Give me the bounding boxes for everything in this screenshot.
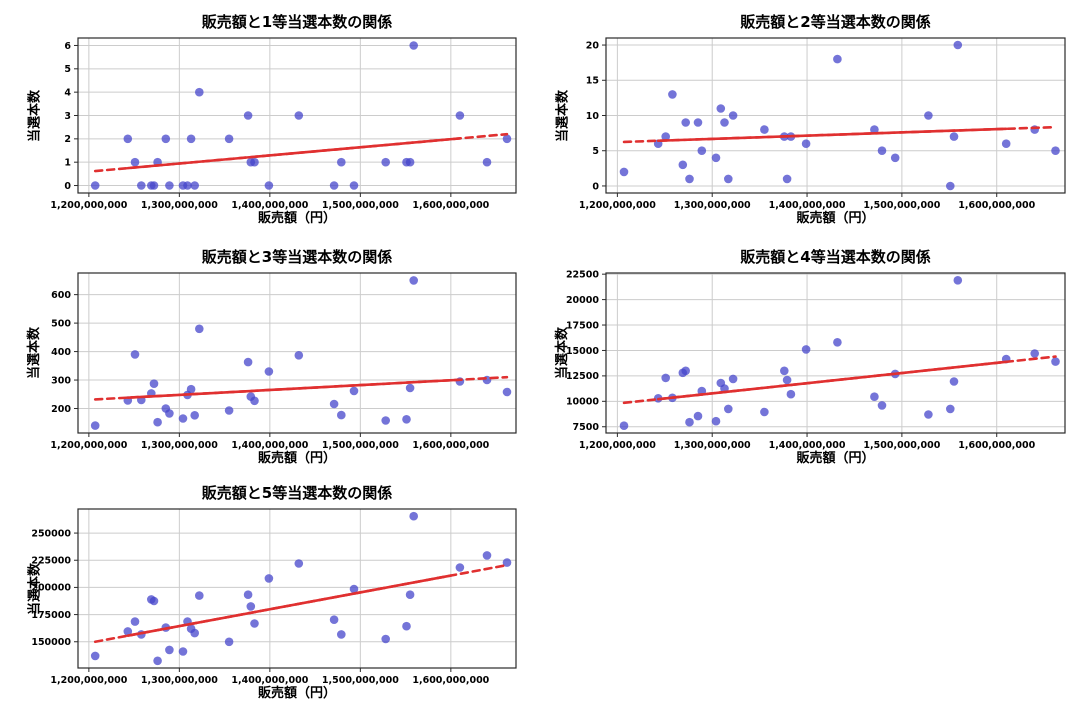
svg-text:1,500,000,000: 1,500,000,000 — [322, 675, 399, 686]
subplot-tier3: 1,200,000,000 1,300,000,000 1,400,000,000 1… — [0, 240, 540, 480]
svg-text:200000: 200000 — [31, 583, 71, 594]
svg-text:600: 600 — [51, 290, 71, 301]
svg-text:1,600,000,000: 1,600,000,000 — [958, 200, 1035, 211]
svg-text:15000: 15000 — [566, 346, 599, 357]
svg-text:1,500,000,000: 1,500,000,000 — [322, 440, 399, 451]
chart-title: 販売額と1等当選本数の関係 — [201, 13, 393, 31]
svg-text:1,200,000,000: 1,200,000,000 — [50, 675, 127, 686]
svg-text:1,400,000,000: 1,400,000,000 — [769, 200, 846, 211]
chart-title: 販売額と3等当選本数の関係 — [201, 248, 393, 266]
svg-text:225000: 225000 — [31, 556, 71, 567]
svg-text:15: 15 — [586, 76, 599, 87]
chart-title: 販売額と2等当選本数の関係 — [740, 13, 931, 31]
svg-text:1,200,000,000: 1,200,000,000 — [50, 200, 127, 211]
svg-text:1,300,000,000: 1,300,000,000 — [674, 200, 751, 211]
svg-text:0: 0 — [592, 181, 599, 192]
svg-text:1,300,000,000: 1,300,000,000 — [141, 675, 218, 686]
svg-text:400: 400 — [51, 347, 71, 358]
svg-text:1,600,000,000: 1,600,000,000 — [412, 200, 489, 211]
svg-text:1,500,000,000: 1,500,000,000 — [322, 200, 399, 211]
subplot-tier2: 1,200,000,000 1,300,000,000 1,400,000,000 1… — [540, 0, 1080, 240]
svg-text:12500: 12500 — [566, 371, 599, 382]
svg-text:1,200,000,000: 1,200,000,000 — [579, 200, 656, 211]
svg-text:1,600,000,000: 1,600,000,000 — [958, 440, 1035, 451]
subplot-tier1: 1,200,000,000 1,300,000,000 1,400,000,000 1… — [0, 0, 540, 240]
svg-text:1,400,000,000: 1,400,000,000 — [231, 200, 308, 211]
svg-text:10000: 10000 — [566, 397, 599, 408]
subplot-tier4: 1,200,000,000 1,300,000,000 1,400,000,000 1… — [540, 240, 1080, 480]
svg-text:500: 500 — [51, 318, 71, 329]
svg-text:1,600,000,000: 1,600,000,000 — [412, 675, 489, 686]
tier4-scatter-canvas: 1,200,000,000 1,300,000,000 1,400,000,000 1… — [566, 269, 1066, 451]
svg-text:1,200,000,000: 1,200,000,000 — [50, 440, 127, 451]
tier5-scatter-canvas: 1,200,000,000 1,300,000,000 1,400,000,000 1… — [31, 508, 517, 686]
svg-text:1,400,000,000: 1,400,000,000 — [769, 440, 846, 451]
svg-text:1,300,000,000: 1,300,000,000 — [141, 440, 218, 451]
x-axis-label: 販売額（円） — [796, 451, 875, 466]
svg-text:5: 5 — [592, 146, 599, 157]
svg-text:1,300,000,000: 1,300,000,000 — [674, 440, 751, 451]
svg-text:7500: 7500 — [573, 422, 600, 433]
svg-text:0: 0 — [64, 181, 71, 192]
svg-text:4: 4 — [64, 87, 71, 98]
x-axis-label: 販売額（円） — [257, 686, 336, 701]
svg-text:3: 3 — [64, 111, 71, 122]
svg-text:1: 1 — [64, 157, 71, 168]
tier2-scatter-canvas: 1,200,000,000 1,300,000,000 1,400,000,000 1… — [579, 37, 1066, 211]
chart-title: 販売額と4等当選本数の関係 — [740, 248, 931, 266]
y-axis-label: 当選本数 — [27, 327, 42, 380]
y-axis-label: 当選本数 — [555, 89, 570, 142]
svg-text:1,600,000,000: 1,600,000,000 — [412, 440, 489, 451]
svg-text:20000: 20000 — [566, 295, 599, 306]
svg-text:1,400,000,000: 1,400,000,000 — [231, 440, 308, 451]
svg-text:1,500,000,000: 1,500,000,000 — [863, 200, 940, 211]
svg-text:175000: 175000 — [31, 610, 71, 621]
svg-text:6: 6 — [64, 41, 71, 52]
y-axis-label: 当選本数 — [27, 562, 42, 615]
svg-text:300: 300 — [51, 375, 71, 386]
svg-text:17500: 17500 — [566, 320, 599, 331]
tier3-scatter-canvas: 1,200,000,000 1,300,000,000 1,400,000,000 1… — [50, 272, 517, 451]
svg-text:1,300,000,000: 1,300,000,000 — [141, 200, 218, 211]
y-axis-label: 当選本数 — [27, 89, 42, 142]
y-axis-label: 当選本数 — [555, 327, 570, 380]
x-axis-label: 販売額（円） — [257, 211, 336, 226]
svg-text:200: 200 — [51, 404, 71, 415]
subplot-tier5: 1,200,000,000 1,300,000,000 1,400,000,000 1… — [0, 480, 540, 720]
x-axis-label: 販売額（円） — [796, 211, 875, 226]
svg-text:150000: 150000 — [31, 637, 71, 648]
svg-text:22500: 22500 — [566, 269, 599, 280]
svg-text:20: 20 — [586, 40, 600, 51]
svg-text:2: 2 — [64, 134, 71, 145]
svg-text:1,500,000,000: 1,500,000,000 — [863, 440, 940, 451]
svg-text:5: 5 — [64, 64, 71, 75]
svg-text:1,200,000,000: 1,200,000,000 — [579, 440, 656, 451]
svg-text:1,400,000,000: 1,400,000,000 — [231, 675, 308, 686]
chart-title: 販売額と5等当選本数の関係 — [201, 484, 393, 502]
tier1-scatter-canvas: 1,200,000,000 1,300,000,000 1,400,000,000 1… — [50, 37, 517, 211]
svg-text:250000: 250000 — [31, 528, 71, 539]
svg-text:10: 10 — [586, 111, 600, 122]
x-axis-label: 販売額（円） — [257, 451, 336, 466]
